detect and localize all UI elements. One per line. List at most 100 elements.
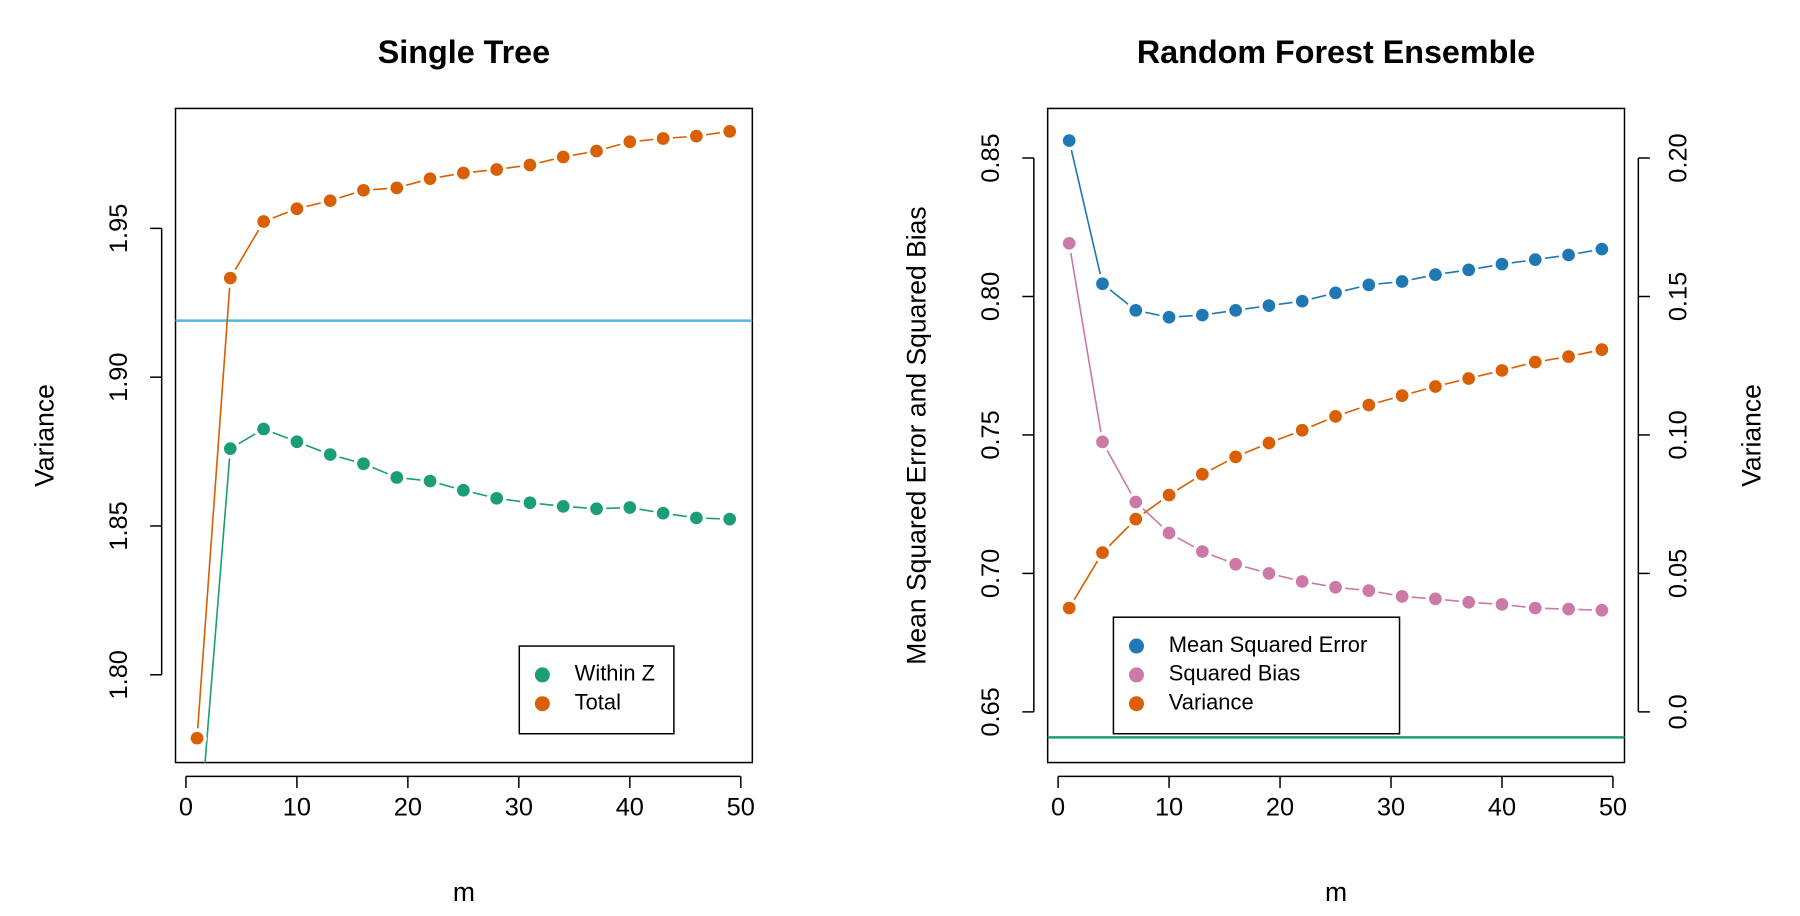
data-point [1159,307,1179,328]
data-point [1125,509,1146,529]
data-point [287,431,307,452]
data-point [1458,368,1479,389]
data-point [1359,580,1379,601]
y-tick-label: 1.90 [105,352,133,401]
data-point [1425,264,1446,285]
legend-box [518,645,675,735]
y2-tick-label: 0.0 [1665,694,1693,729]
x-axis-label: m [1325,877,1347,907]
legend-marker [534,696,550,712]
chart-title: Random Forest Ensemble [1137,34,1535,70]
x-tick-label: 20 [1266,793,1294,821]
data-point [1425,376,1446,397]
y-tick-label: 1.80 [105,650,133,699]
data-point [1325,577,1346,598]
data-point [1558,599,1579,619]
y2-tick-label: 0.15 [1665,272,1693,321]
data-point [1125,300,1146,321]
x-tick-label: 50 [727,793,755,821]
data-point [1092,542,1113,563]
x-tick-label: 10 [1155,793,1183,821]
data-point [1525,352,1546,372]
data-point [187,728,207,748]
data-point [287,198,307,219]
legend-box [1112,616,1401,735]
data-point [420,471,440,491]
x-tick-label: 40 [616,793,644,821]
data-point [1259,295,1279,316]
legend-marker [1129,667,1144,683]
data-point [1392,385,1412,406]
data-point [386,178,407,198]
y-tick-label: 0.70 [977,549,1005,598]
y-tick-label: 1.85 [105,501,133,550]
series-line [1068,348,1603,609]
data-point [1092,273,1113,294]
data-point [719,509,740,529]
data-point [1292,291,1313,311]
y-tick-label: 0.85 [977,133,1005,182]
data-point [620,131,640,152]
data-point [1592,239,1612,259]
data-point [1225,447,1246,467]
data-point [1125,492,1146,512]
data-point [653,503,673,523]
data-point [420,168,440,189]
data-point [1458,260,1479,280]
legend-label: Mean Squared Error [1169,632,1367,657]
data-point [1192,541,1213,562]
data-point [1059,233,1080,254]
data-point [353,453,374,474]
data-point [1558,245,1579,265]
data-point [1592,600,1612,621]
data-point [686,508,707,528]
data-point [486,159,507,180]
y2-tick-label: 0.05 [1665,549,1693,598]
data-point [1225,300,1246,321]
data-point [1059,598,1080,618]
data-point [553,496,574,517]
data-point [320,444,341,465]
data-point [320,190,341,211]
x-axis-label: m [453,877,475,907]
data-point [653,128,673,149]
data-point [620,497,640,518]
data-point [1425,589,1446,609]
x-tick-label: 0 [179,793,193,821]
data-point [1259,563,1279,584]
plot-frame [174,107,754,764]
data-point [1292,571,1313,592]
x-tick-label: 0 [1051,793,1065,821]
data-point [1225,554,1246,575]
data-point [719,121,740,142]
data-point [453,480,474,501]
legend-label: Within Z [575,661,655,686]
data-point [1558,346,1579,367]
y-axis-label: Mean Squared Error and Squared Bias [901,206,931,664]
data-point [1159,485,1179,505]
data-point [1292,420,1313,441]
data-point [1359,275,1379,295]
x-tick-label: 50 [1599,793,1627,821]
data-point [520,155,540,175]
data-point [686,126,707,146]
legend-marker [1129,696,1144,712]
data-point [1492,254,1512,274]
data-point [1359,395,1379,415]
x-tick-label: 20 [394,793,422,821]
data-point [553,147,574,167]
chart: Single Tree m Variance 0 10 20 30 40 50 1.80 1.85 1… [29,34,755,907]
legend-label: Variance [1169,690,1254,715]
x-tick-label: 40 [1488,793,1516,821]
data-point [1192,305,1213,325]
data-point [1092,432,1113,452]
data-point [453,163,474,183]
y-axis-label: Variance [29,384,59,487]
data-point [520,492,540,513]
x-tick-label: 10 [283,793,311,821]
data-point [189,854,205,870]
legend-label: Squared Bias [1169,661,1301,686]
legend-marker [1129,638,1144,654]
data-point [1492,360,1512,381]
